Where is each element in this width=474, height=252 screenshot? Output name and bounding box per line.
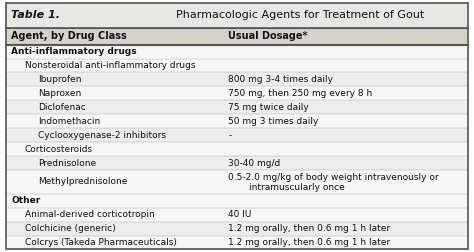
Text: 750 mg, then 250 mg every 8 h: 750 mg, then 250 mg every 8 h bbox=[228, 89, 373, 98]
Text: Nonsteroidal anti-inflammatory drugs: Nonsteroidal anti-inflammatory drugs bbox=[25, 61, 195, 70]
Bar bbox=[6, 100, 468, 114]
Text: 30-40 mg/d: 30-40 mg/d bbox=[228, 159, 281, 168]
Text: Colchicine (generic): Colchicine (generic) bbox=[25, 224, 115, 233]
Text: Prednisolone: Prednisolone bbox=[38, 159, 96, 168]
Bar bbox=[6, 3, 468, 28]
Text: Indomethacin: Indomethacin bbox=[38, 117, 100, 126]
Text: -: - bbox=[228, 131, 232, 140]
Text: intramuscularly once: intramuscularly once bbox=[249, 183, 345, 192]
Text: 0.5-2.0 mg/kg of body weight intravenously or: 0.5-2.0 mg/kg of body weight intravenous… bbox=[228, 173, 439, 182]
Text: Pharmacologic Agents for Treatment of Gout: Pharmacologic Agents for Treatment of Go… bbox=[169, 10, 424, 20]
Text: Ibuprofen: Ibuprofen bbox=[38, 75, 82, 84]
Text: Methylprednisolone: Methylprednisolone bbox=[38, 177, 128, 186]
Text: Naproxen: Naproxen bbox=[38, 89, 81, 98]
Bar bbox=[6, 114, 468, 128]
Bar bbox=[6, 58, 468, 72]
Bar bbox=[6, 128, 468, 142]
Bar bbox=[6, 222, 468, 236]
Text: Diclofenac: Diclofenac bbox=[38, 103, 86, 112]
Bar bbox=[6, 156, 468, 170]
Text: Anti-inflammatory drugs: Anti-inflammatory drugs bbox=[11, 47, 137, 56]
Text: 800 mg 3-4 times daily: 800 mg 3-4 times daily bbox=[228, 75, 334, 84]
Text: 1.2 mg orally, then 0.6 mg 1 h later: 1.2 mg orally, then 0.6 mg 1 h later bbox=[228, 238, 391, 247]
Text: Other: Other bbox=[11, 196, 41, 205]
Bar bbox=[6, 208, 468, 222]
Bar bbox=[6, 86, 468, 100]
Bar bbox=[6, 45, 468, 58]
Text: 50 mg 3 times daily: 50 mg 3 times daily bbox=[228, 117, 319, 126]
Bar bbox=[6, 142, 468, 156]
Bar bbox=[6, 236, 468, 249]
Text: Animal-derived corticotropin: Animal-derived corticotropin bbox=[25, 210, 155, 219]
Bar bbox=[6, 72, 468, 86]
Text: 75 mg twice daily: 75 mg twice daily bbox=[228, 103, 309, 112]
Text: Colcrys (Takeda Pharmaceuticals): Colcrys (Takeda Pharmaceuticals) bbox=[25, 238, 176, 247]
Text: Table 1.: Table 1. bbox=[11, 10, 60, 20]
Bar bbox=[6, 170, 468, 194]
Text: Agent, by Drug Class: Agent, by Drug Class bbox=[11, 31, 127, 41]
Bar bbox=[6, 28, 468, 45]
Text: Usual Dosage*: Usual Dosage* bbox=[228, 31, 308, 41]
Text: Cyclooxygenase-2 inhibitors: Cyclooxygenase-2 inhibitors bbox=[38, 131, 166, 140]
Bar bbox=[6, 194, 468, 208]
Text: 40 IU: 40 IU bbox=[228, 210, 252, 219]
Text: 1.2 mg orally, then 0.6 mg 1 h later: 1.2 mg orally, then 0.6 mg 1 h later bbox=[228, 224, 391, 233]
Text: Corticosteroids: Corticosteroids bbox=[25, 145, 93, 154]
